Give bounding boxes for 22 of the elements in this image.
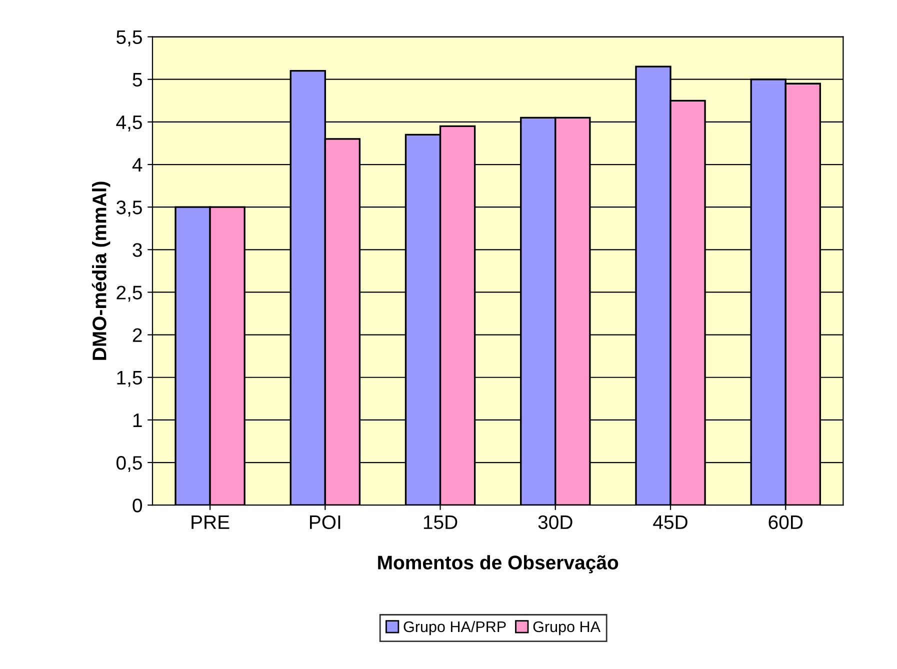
y-tick-label: 4,5 — [116, 116, 142, 132]
x-tick-label: 15D — [424, 516, 458, 530]
legend-label: Grupo HA — [533, 621, 600, 636]
y-tick-label: 5,5 — [116, 30, 142, 46]
x-tick-label: 60D — [768, 515, 803, 530]
y-tick-label: 3 — [132, 243, 142, 257]
y-axis-title: DMO-média (mmAl) — [92, 182, 110, 360]
y-tick-label: 4 — [132, 158, 142, 172]
y-tick-label: 1,5 — [117, 371, 142, 387]
y-tick-label: 5 — [132, 73, 142, 87]
x-tick-label: 45D — [653, 516, 688, 530]
y-tick-label: 0,5 — [116, 456, 142, 472]
x-tick-label: 30D — [538, 515, 572, 530]
x-tick-label: POI — [310, 515, 340, 530]
x-axis-title: Momentos de Observação — [378, 555, 618, 574]
y-tick-label: 2,5 — [116, 286, 142, 302]
y-tick-label: 0 — [132, 498, 142, 512]
y-tick-label: 1 — [133, 414, 142, 427]
x-tick-label: PRE — [192, 516, 230, 529]
y-tick-label: 3,5 — [116, 200, 142, 217]
y-tick-label: 2 — [132, 328, 142, 342]
legend-label: Grupo HA/PRP — [404, 620, 506, 636]
